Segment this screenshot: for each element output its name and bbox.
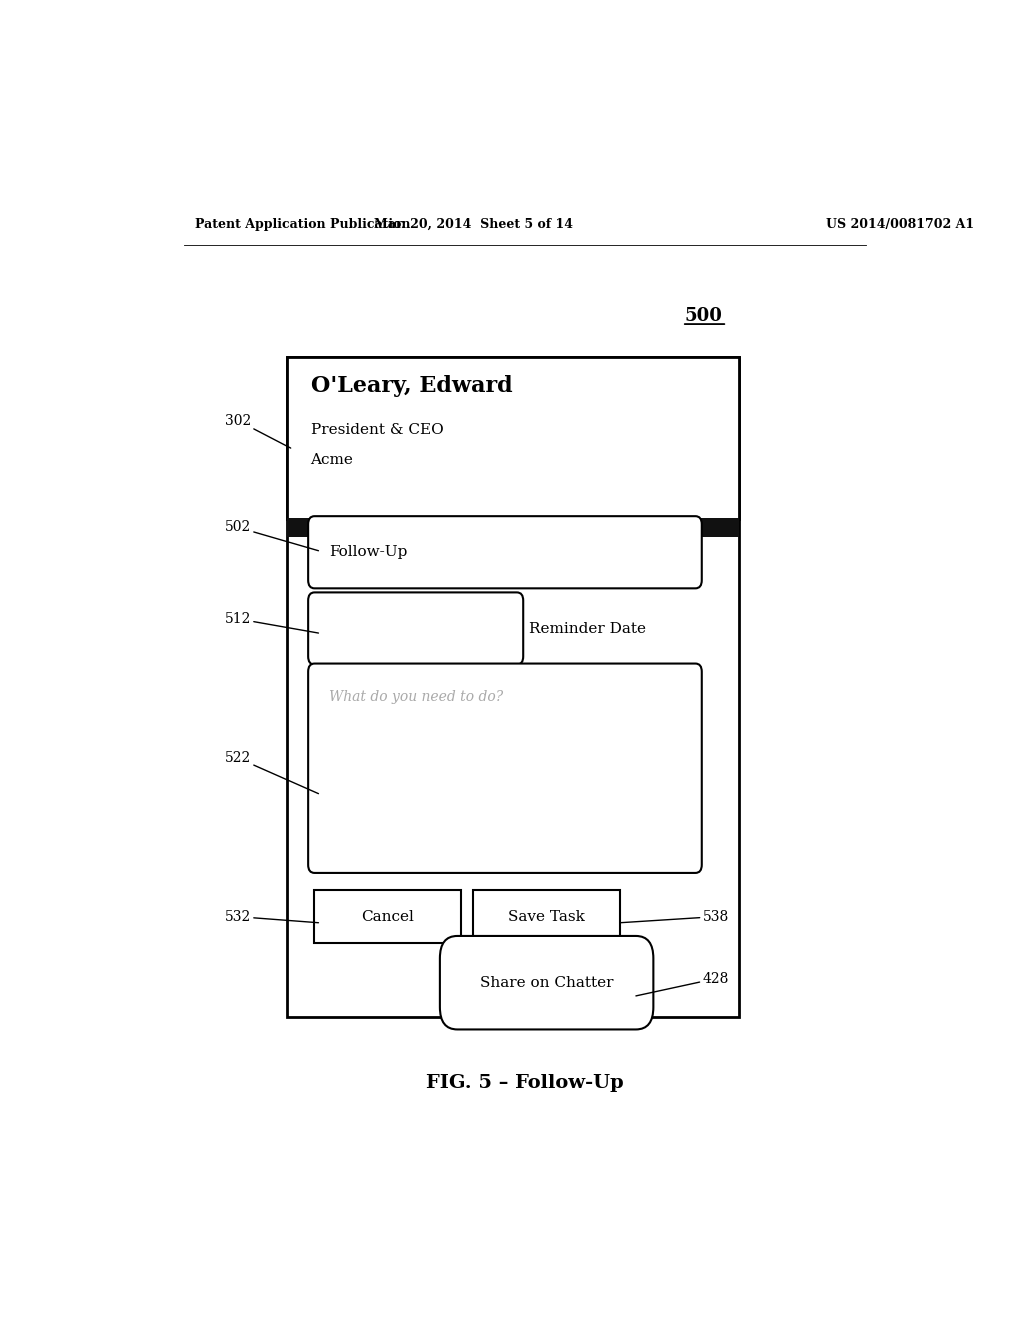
Text: Share on Chatter: Share on Chatter (480, 975, 613, 990)
Text: 500: 500 (684, 308, 722, 325)
Text: Follow-Up: Follow-Up (329, 545, 408, 560)
Text: 428: 428 (636, 972, 729, 995)
Text: FIG. 5 – Follow-Up: FIG. 5 – Follow-Up (426, 1074, 624, 1093)
Text: Save Task: Save Task (508, 909, 585, 924)
FancyBboxPatch shape (314, 890, 461, 942)
Text: 502: 502 (224, 520, 318, 550)
Text: President & CEO: President & CEO (310, 422, 443, 437)
FancyBboxPatch shape (287, 356, 739, 519)
Text: 302: 302 (224, 413, 291, 447)
Text: 522: 522 (224, 751, 318, 793)
Text: Acme: Acme (310, 453, 353, 467)
Text: 532: 532 (224, 909, 318, 924)
Text: US 2014/0081702 A1: US 2014/0081702 A1 (826, 218, 975, 231)
Text: Patent Application Publication: Patent Application Publication (196, 218, 411, 231)
FancyBboxPatch shape (287, 356, 739, 1018)
FancyBboxPatch shape (440, 936, 653, 1030)
Text: What do you need to do?: What do you need to do? (329, 690, 503, 704)
FancyBboxPatch shape (287, 519, 739, 536)
Text: O'Leary, Edward: O'Leary, Edward (310, 375, 512, 397)
Text: Reminder Date: Reminder Date (528, 622, 646, 636)
FancyBboxPatch shape (308, 593, 523, 664)
Text: Mar. 20, 2014  Sheet 5 of 14: Mar. 20, 2014 Sheet 5 of 14 (374, 218, 572, 231)
Text: 512: 512 (224, 612, 318, 634)
Text: Cancel: Cancel (361, 909, 415, 924)
Text: 538: 538 (620, 909, 729, 924)
FancyBboxPatch shape (308, 664, 701, 873)
FancyBboxPatch shape (473, 890, 620, 942)
FancyBboxPatch shape (308, 516, 701, 589)
